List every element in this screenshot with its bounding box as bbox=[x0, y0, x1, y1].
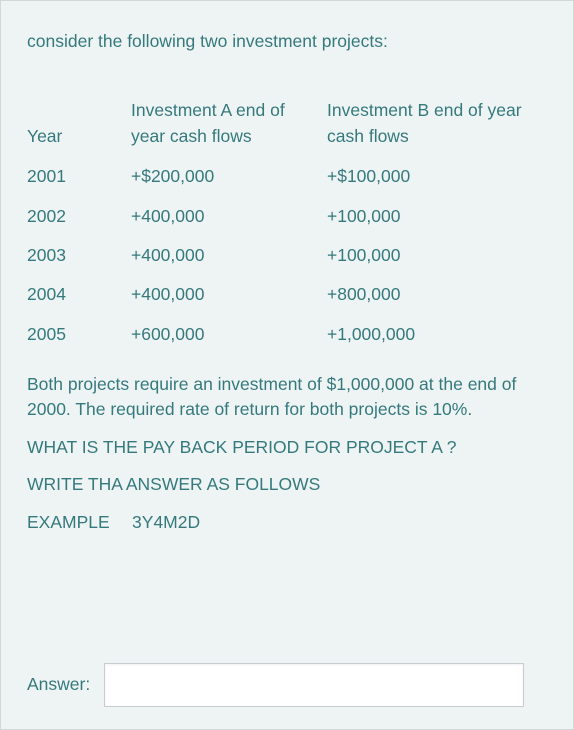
cell-year: 2005 bbox=[27, 315, 131, 354]
table-row: 2001 +$200,000 +$100,000 bbox=[27, 157, 547, 196]
cashflow-table: Year Investment A end of year cash flows… bbox=[27, 94, 547, 354]
cell-inv-a: +600,000 bbox=[131, 315, 327, 354]
col-header-year: Year bbox=[27, 94, 131, 157]
cell-year: 2003 bbox=[27, 236, 131, 275]
intro-text: consider the following two investment pr… bbox=[27, 29, 547, 54]
cell-inv-b: +100,000 bbox=[327, 197, 547, 236]
table-row: 2004 +400,000 +800,000 bbox=[27, 275, 547, 314]
cell-inv-b: +$100,000 bbox=[327, 157, 547, 196]
cell-inv-a: +400,000 bbox=[131, 236, 327, 275]
question-text: WHAT IS THE PAY BACK PERIOD FOR PROJECT … bbox=[27, 435, 547, 460]
answer-input[interactable] bbox=[104, 663, 524, 707]
col-header-inv-a: Investment A end of year cash flows bbox=[131, 94, 327, 157]
context-paragraph: Both projects require an investment of $… bbox=[27, 372, 547, 423]
cell-inv-b: +100,000 bbox=[327, 236, 547, 275]
col-header-inv-b: Investment B end of year cash flows bbox=[327, 94, 547, 157]
cell-inv-a: +400,000 bbox=[131, 197, 327, 236]
table-row: 2005 +600,000 +1,000,000 bbox=[27, 315, 547, 354]
answer-row: Answer: bbox=[27, 663, 524, 707]
table-row: 2003 +400,000 +100,000 bbox=[27, 236, 547, 275]
cell-year: 2002 bbox=[27, 197, 131, 236]
cell-year: 2001 bbox=[27, 157, 131, 196]
answer-label: Answer: bbox=[27, 672, 90, 697]
instruction-text: WRITE THA ANSWER AS FOLLOWS bbox=[27, 472, 547, 497]
cell-year: 2004 bbox=[27, 275, 131, 314]
cell-inv-b: +1,000,000 bbox=[327, 315, 547, 354]
table-row: 2002 +400,000 +100,000 bbox=[27, 197, 547, 236]
cell-inv-a: +$200,000 bbox=[131, 157, 327, 196]
example-text: EXAMPLE 3Y4M2D bbox=[27, 510, 547, 535]
table-header-row: Year Investment A end of year cash flows… bbox=[27, 94, 547, 157]
cell-inv-a: +400,000 bbox=[131, 275, 327, 314]
cell-inv-b: +800,000 bbox=[327, 275, 547, 314]
